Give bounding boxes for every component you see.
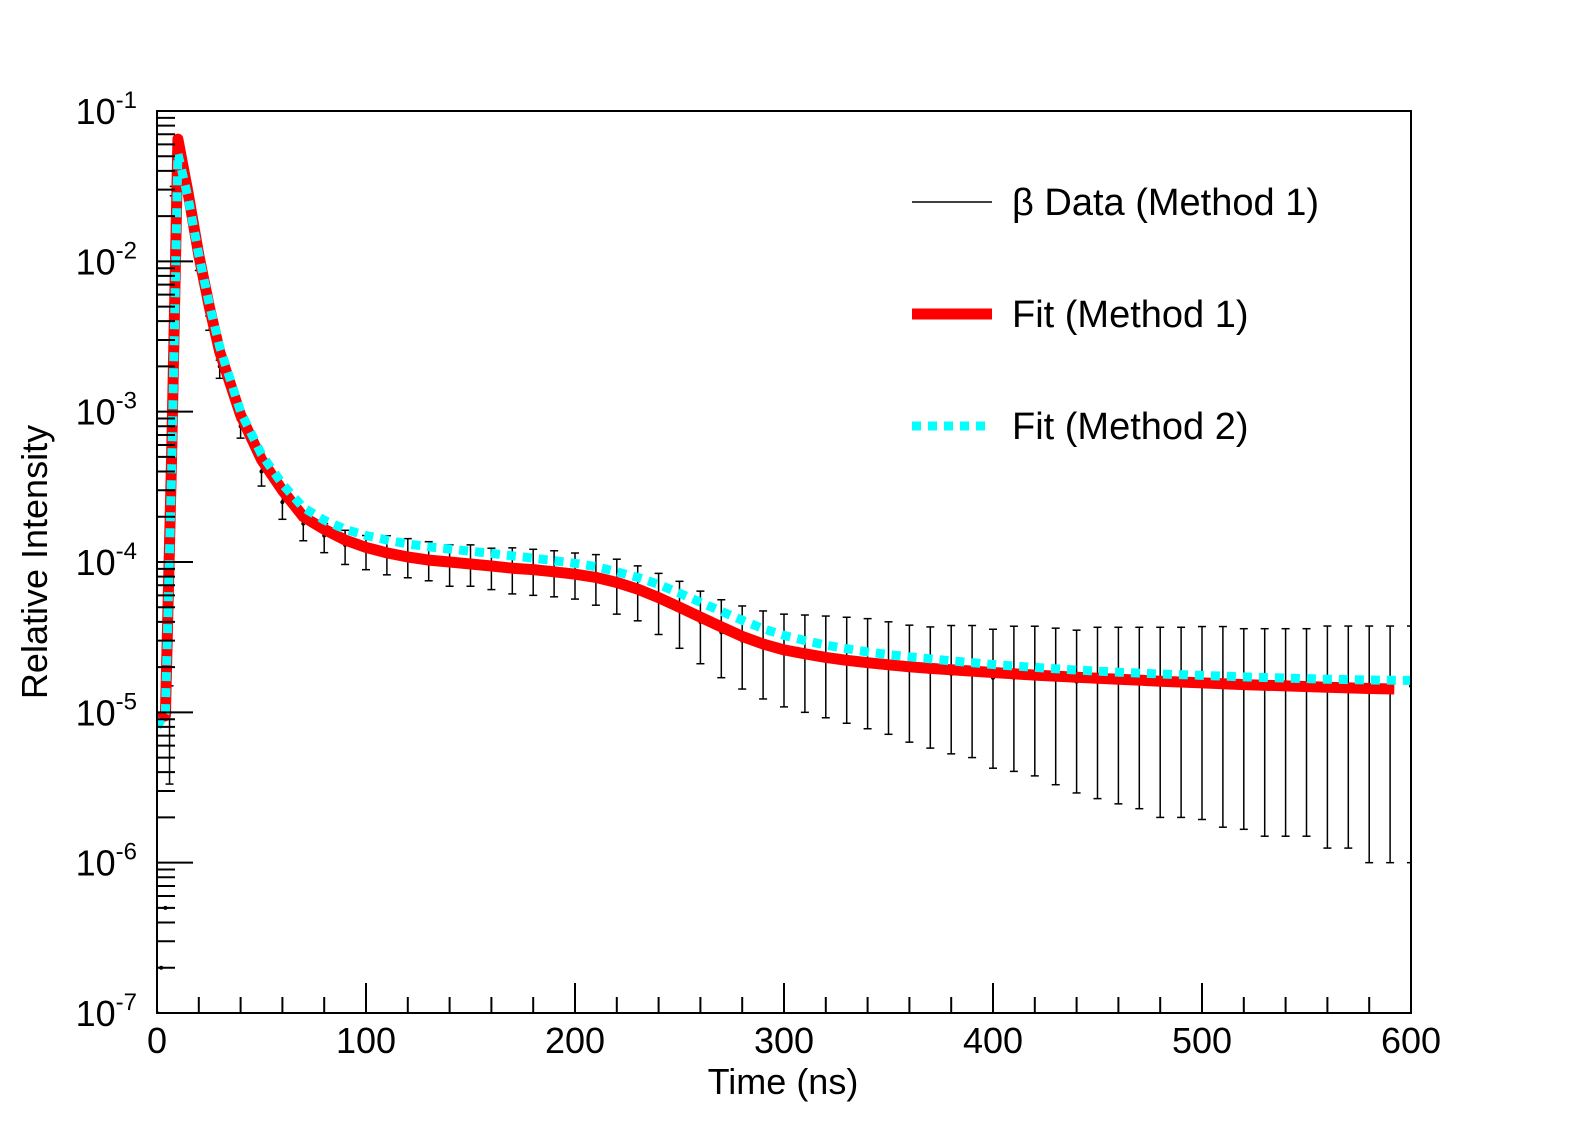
y-tick-label: 10-7 [76, 989, 137, 1034]
legend: β Data (Method 1) Fit (Method 1) Fit (Meth… [912, 182, 1319, 448]
y-tick-label: 10-2 [76, 237, 137, 282]
x-axis: 0 100 200 300 400 500 600 [147, 983, 1441, 1061]
y-tick-exponent: -5 [116, 688, 137, 715]
y-tick-exponent: -4 [116, 538, 137, 565]
y-tick-base: 10 [76, 542, 116, 583]
x-tick-label: 0 [147, 1020, 167, 1061]
legend-entry: Fit (Method 1) [912, 294, 1249, 336]
legend-label: β Data (Method 1) [1012, 182, 1319, 224]
data-point [280, 500, 285, 505]
y-tick-label: 10-3 [76, 388, 137, 433]
y-axis: 10-110-210-310-410-510-610-7 [76, 87, 193, 1034]
y-tick-label: 10-1 [76, 87, 137, 132]
series-1 [157, 133, 1395, 725]
x-axis-title: Time (ns) [708, 1061, 859, 1102]
y-tick-label: 10-6 [76, 839, 137, 884]
legend-label: Fit (Method 1) [1012, 294, 1249, 336]
series-layer [157, 133, 1411, 1013]
y-tick-base: 10 [76, 993, 116, 1034]
y-tick-label: 10-4 [76, 538, 137, 583]
x-tick-label: 500 [1172, 1020, 1232, 1061]
legend-entry: β Data (Method 1) [912, 182, 1319, 224]
y-axis-title: Relative Intensity [14, 425, 55, 699]
fit-method-1-line [157, 133, 1395, 725]
y-tick-base: 10 [76, 241, 116, 282]
x-tick-label: 400 [963, 1020, 1023, 1061]
series-0 [157, 140, 1411, 1013]
y-tick-base: 10 [76, 692, 116, 733]
x-tick-label: 100 [336, 1020, 396, 1061]
x-tick-label: 600 [1381, 1020, 1441, 1061]
y-tick-base: 10 [76, 91, 116, 132]
fit-method-2-line [157, 149, 1411, 730]
y-tick-exponent: -3 [116, 388, 137, 415]
legend-entry: Fit (Method 2) [912, 406, 1249, 448]
legend-label: Fit (Method 2) [1012, 406, 1249, 448]
y-tick-exponent: -1 [116, 87, 137, 114]
x-tick-label: 200 [545, 1020, 605, 1061]
y-tick-exponent: -2 [116, 237, 137, 264]
series-2 [157, 149, 1411, 730]
y-tick-base: 10 [76, 843, 116, 884]
y-tick-base: 10 [76, 392, 116, 433]
x-tick-label: 300 [754, 1020, 814, 1061]
series-clip-group [157, 133, 1411, 1013]
y-tick-exponent: -6 [116, 839, 137, 866]
y-tick-exponent: -7 [116, 989, 137, 1016]
y-tick-label: 10-5 [76, 688, 137, 733]
